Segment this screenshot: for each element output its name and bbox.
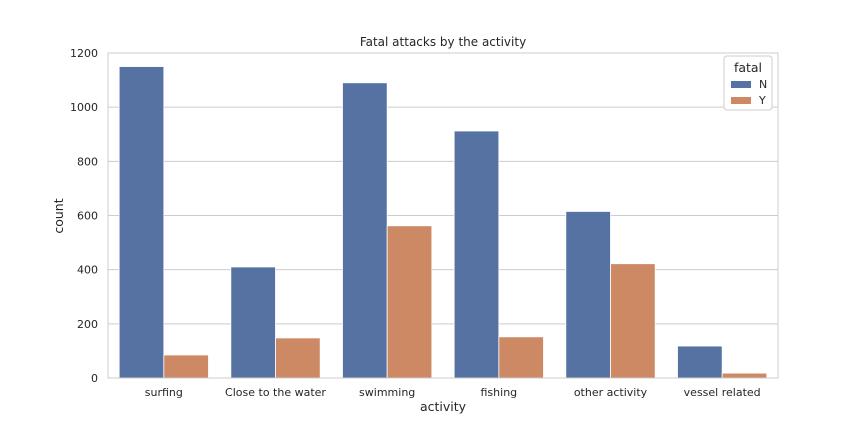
y-axis-label: count bbox=[51, 198, 66, 233]
bars-group bbox=[118, 66, 768, 379]
y-tick-label: 1200 bbox=[70, 47, 98, 60]
legend-swatch-n bbox=[731, 81, 751, 88]
bar-n-other-activity bbox=[565, 211, 611, 379]
x-tick-label: fishing bbox=[481, 386, 518, 399]
bar-y-swimming bbox=[386, 225, 433, 379]
bar-y-fishing bbox=[498, 336, 544, 379]
bar-y-close-to-the-water bbox=[275, 337, 321, 379]
bar-n-swimming bbox=[342, 82, 388, 379]
bar-n-surfing bbox=[118, 66, 165, 379]
bar-y-other-activity bbox=[610, 263, 656, 379]
x-axis-label: activity bbox=[420, 399, 467, 414]
bar-y-surfing bbox=[163, 354, 209, 379]
legend-swatch-y bbox=[731, 97, 751, 104]
bar-n-vessel-related bbox=[677, 345, 723, 379]
bar-n-fishing bbox=[453, 130, 500, 379]
chart-title: Fatal attacks by the activity bbox=[360, 35, 526, 49]
x-tick-label: other activity bbox=[574, 386, 648, 399]
x-tick-label: surfing bbox=[145, 386, 183, 399]
y-tick-label: 0 bbox=[91, 372, 98, 385]
x-tick-label: vessel related bbox=[684, 386, 761, 399]
y-tick-label: 400 bbox=[77, 264, 98, 277]
y-tick-label: 1000 bbox=[70, 101, 98, 114]
legend-label-n: N bbox=[759, 78, 767, 91]
plot-area-frame bbox=[107, 52, 779, 379]
bar-n-close-to-the-water bbox=[230, 266, 276, 379]
bar-y-vessel-related bbox=[721, 372, 768, 379]
x-tick-labels: surfing Close to the water swimming fishing… bbox=[145, 386, 761, 399]
y-tick-label: 600 bbox=[77, 210, 98, 223]
x-tick-label: swimming bbox=[359, 386, 415, 399]
x-tick-label: Close to the water bbox=[225, 386, 326, 399]
legend-label-y: Y bbox=[758, 94, 766, 107]
y-tick-label: 200 bbox=[77, 318, 98, 331]
y-tick-label: 800 bbox=[77, 155, 98, 168]
y-tick-labels: 0 200 400 600 800 1000 1200 bbox=[70, 47, 98, 385]
legend: fatal N Y bbox=[723, 55, 773, 111]
legend-title: fatal bbox=[734, 60, 762, 75]
